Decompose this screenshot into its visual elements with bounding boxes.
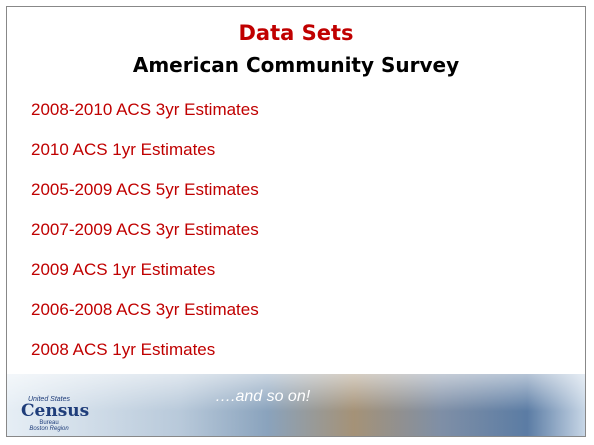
data-set-item: 2007-2009 ACS 3yr Estimates: [31, 219, 259, 259]
data-set-item: 2008-2010 ACS 3yr Estimates: [31, 99, 259, 139]
subtitle: American Community Survey: [7, 53, 585, 77]
logo-region: Boston Region: [21, 426, 77, 432]
title: Data Sets: [7, 21, 585, 45]
slide: Data Sets American Community Survey 2008…: [6, 6, 586, 437]
data-set-item: 2005-2009 ACS 5yr Estimates: [31, 179, 259, 219]
data-set-item: 2010 ACS 1yr Estimates: [31, 139, 259, 179]
data-set-item: 2008 ACS 1yr Estimates: [31, 339, 259, 379]
logo-name: Census: [21, 403, 77, 420]
data-set-item: 2009 ACS 1yr Estimates: [31, 259, 259, 299]
footer-note: ….and so on!: [215, 388, 310, 406]
census-logo: United States Census Bureau Boston Regio…: [21, 396, 77, 432]
page: Data Sets American Community Survey 2008…: [0, 0, 594, 445]
data-set-item: 2006-2008 ACS 3yr Estimates: [31, 299, 259, 339]
